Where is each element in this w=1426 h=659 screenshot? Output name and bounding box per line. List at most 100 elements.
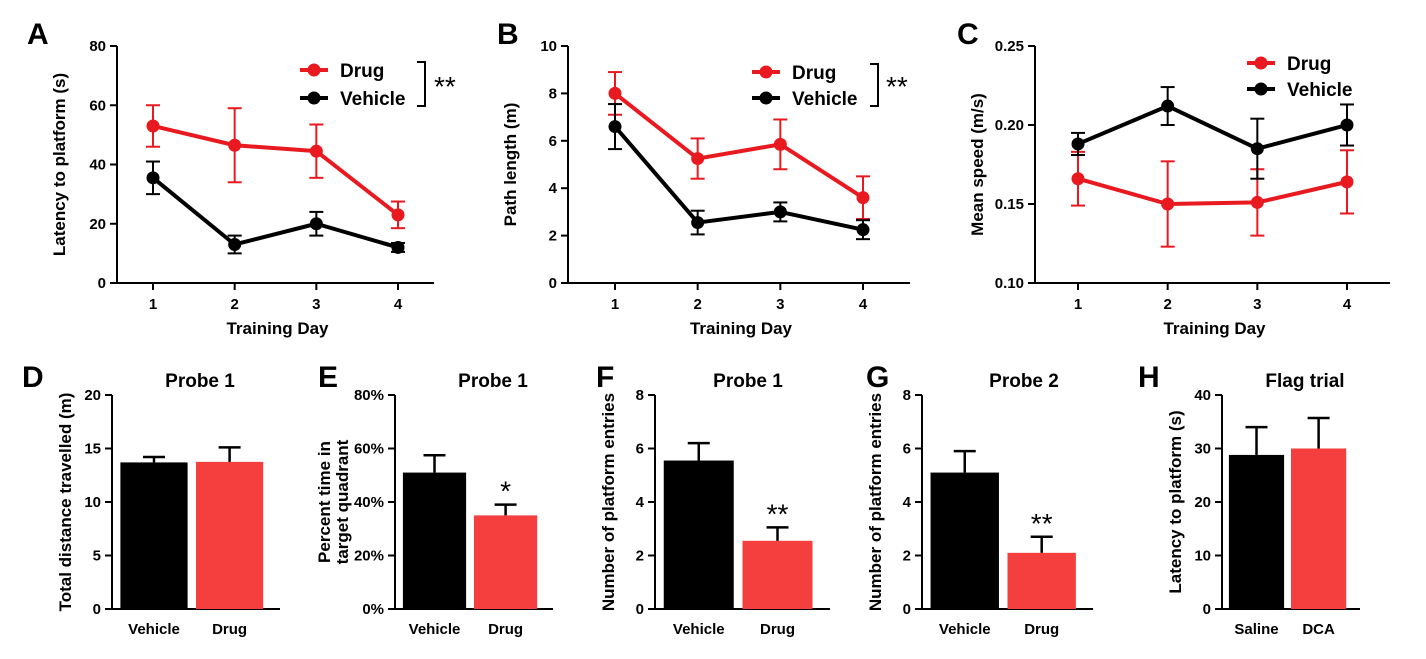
panel-letter: D bbox=[22, 361, 44, 394]
panel-letter: G bbox=[866, 361, 889, 394]
data-point bbox=[309, 217, 323, 231]
panel-letter: A bbox=[27, 18, 49, 51]
x-tick-label: 3 bbox=[1253, 296, 1261, 313]
panel-e: E Probe 1 0% 20% 40% 60% 80% Vehicle Drug * Percen… bbox=[315, 361, 553, 638]
data-point bbox=[773, 137, 787, 151]
y-tick-label: 0.10 bbox=[995, 275, 1024, 292]
x-axis-label: Training Day bbox=[690, 319, 793, 338]
data-point bbox=[1340, 175, 1354, 189]
x-tick-label: 2 bbox=[693, 296, 701, 313]
series-line bbox=[152, 124, 400, 217]
chart-title: Probe 2 bbox=[989, 371, 1059, 392]
data-point bbox=[228, 138, 242, 152]
y-tick-label: 15 bbox=[84, 441, 101, 458]
panel-letter: E bbox=[318, 361, 338, 394]
x-tick-label: Saline bbox=[1234, 621, 1278, 638]
panel-letter: C bbox=[957, 18, 979, 51]
x-tick-label: 1 bbox=[611, 296, 619, 313]
bar bbox=[1291, 448, 1347, 609]
significance-marker: ** bbox=[767, 498, 789, 529]
legend: Drug Vehicle ** bbox=[752, 63, 908, 110]
data-point bbox=[1161, 197, 1175, 211]
legend-marker bbox=[307, 91, 321, 105]
x-axis-label: Training Day bbox=[226, 319, 329, 338]
series-vehicle bbox=[608, 103, 870, 241]
y-tick-label: 8 bbox=[636, 387, 644, 404]
bar bbox=[1007, 552, 1076, 609]
significance-bracket bbox=[870, 63, 879, 107]
chart-title: Flag trial bbox=[1265, 371, 1344, 392]
y-axis-label-line2: target quadrant bbox=[333, 439, 352, 564]
significance-marker: ** bbox=[434, 71, 456, 102]
series-line bbox=[151, 176, 399, 250]
panel-c: C 0.10 0.15 0.20 0.25 1 2 3 4 Training Day Mean sp… bbox=[957, 18, 1390, 338]
data-point bbox=[691, 152, 705, 166]
data-point bbox=[1340, 118, 1354, 132]
x-tick-label: 1 bbox=[149, 296, 157, 313]
legend-label: Drug bbox=[1287, 54, 1331, 75]
series-vehicle bbox=[146, 160, 405, 255]
x-tick-label: Vehicle bbox=[939, 621, 991, 638]
data-point bbox=[608, 120, 622, 134]
panel-d: D Probe 1 0 5 10 15 20 Vehicle Drug Total distanc… bbox=[22, 361, 280, 638]
x-tick-label: 2 bbox=[230, 296, 238, 313]
data-point bbox=[146, 171, 160, 185]
y-tick-label: 0 bbox=[903, 601, 911, 618]
data-point bbox=[773, 205, 787, 219]
y-tick-label: 20 bbox=[89, 216, 106, 233]
y-tick-label: 10 bbox=[1194, 548, 1211, 565]
bar bbox=[120, 462, 188, 609]
panel-f: F Probe 1 0 2 4 6 8 Vehicle Drug ** Number of plat… bbox=[596, 361, 830, 638]
bar bbox=[742, 540, 813, 609]
y-tick-label: 20 bbox=[1194, 494, 1211, 511]
y-tick-label: 80% bbox=[354, 387, 384, 404]
y-axis-label: Total distance travelled (m) bbox=[56, 393, 75, 612]
y-tick-label: 10 bbox=[540, 38, 557, 55]
y-tick-label: 8 bbox=[903, 387, 911, 404]
x-tick-label: Vehicle bbox=[409, 621, 461, 638]
y-tick-label: 40% bbox=[354, 494, 384, 511]
bar bbox=[196, 461, 264, 609]
y-axis-label: Path length (m) bbox=[501, 103, 520, 227]
y-tick-label: 2 bbox=[903, 548, 911, 565]
y-tick-label: 80 bbox=[89, 38, 106, 55]
data-point bbox=[391, 240, 405, 254]
data-point bbox=[1250, 142, 1264, 156]
series-line bbox=[1077, 176, 1348, 206]
legend: Drug Vehicle bbox=[1247, 54, 1353, 101]
y-tick-label: 0 bbox=[549, 275, 557, 292]
x-tick-label: 3 bbox=[776, 296, 784, 313]
data-point bbox=[309, 144, 323, 158]
y-tick-label: 40 bbox=[89, 157, 106, 174]
y-axis-label: Number of platform entries bbox=[599, 393, 618, 611]
legend-label: Vehicle bbox=[1287, 80, 1353, 101]
significance-bracket bbox=[417, 61, 426, 107]
panel-letter: F bbox=[596, 361, 614, 394]
bar bbox=[402, 472, 467, 609]
significance-marker: * bbox=[500, 476, 511, 507]
y-tick-label: 0.15 bbox=[995, 196, 1024, 213]
data-point bbox=[1071, 137, 1085, 151]
y-tick-label: 0.25 bbox=[995, 38, 1024, 55]
data-point bbox=[391, 208, 405, 222]
data-point bbox=[608, 86, 622, 100]
x-axis-label: Training Day bbox=[1163, 319, 1266, 338]
x-tick-label: 3 bbox=[312, 296, 320, 313]
x-tick-label: 4 bbox=[394, 296, 403, 313]
series-drug bbox=[1071, 149, 1354, 248]
y-tick-label: 4 bbox=[903, 494, 912, 511]
y-axis-label-line1: Percent time in bbox=[315, 441, 334, 563]
y-axis-label: Latency to platform (s) bbox=[50, 73, 69, 256]
x-tick-label: 1 bbox=[1074, 296, 1082, 313]
x-tick-label: Vehicle bbox=[128, 621, 180, 638]
x-tick-label: Drug bbox=[212, 621, 247, 638]
y-tick-label: 0 bbox=[98, 275, 106, 292]
legend-marker bbox=[1254, 56, 1268, 70]
bar bbox=[930, 472, 999, 609]
chart-title: Probe 1 bbox=[713, 371, 783, 392]
x-tick-label: 4 bbox=[1343, 296, 1352, 313]
legend-label: Drug bbox=[792, 63, 836, 84]
bar bbox=[474, 515, 538, 609]
